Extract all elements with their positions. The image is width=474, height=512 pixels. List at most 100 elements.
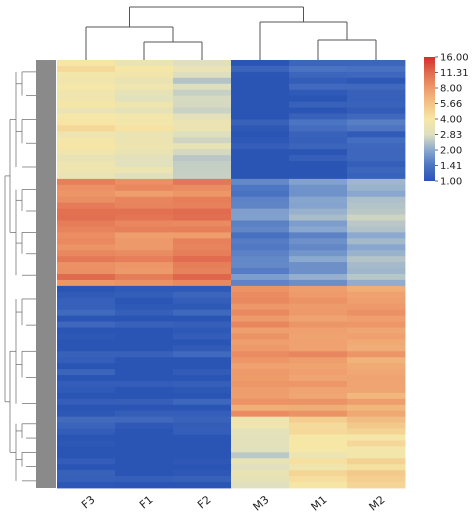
- heatmap-cell: [289, 262, 348, 269]
- heatmap-cell: [289, 196, 348, 204]
- heatmap-cell: [289, 351, 348, 358]
- heatmap-cell: [173, 262, 232, 269]
- heatmap-cell: [173, 71, 232, 79]
- heatmap-cell: [289, 381, 348, 388]
- heatmap-cell: [347, 428, 406, 435]
- heatmap-cell: [289, 452, 348, 459]
- heatmap-cell: [115, 143, 174, 150]
- legend-tick-label: 16.00: [440, 53, 469, 64]
- heatmap-cell: [115, 113, 174, 120]
- heatmap-cell: [173, 333, 232, 340]
- heatmap-cell: [231, 232, 290, 239]
- heatmap-cell: [115, 363, 174, 370]
- heatmap-cell: [57, 107, 116, 114]
- heatmap-cell: [231, 83, 290, 91]
- heatmap-cell: [231, 416, 290, 424]
- heatmap-cell: [289, 333, 348, 340]
- heatmap-cell: [347, 220, 406, 227]
- heatmap-cell: [231, 262, 290, 269]
- heatmap-cell: [289, 250, 348, 257]
- heatmap-cell: [231, 404, 290, 412]
- heatmap-cell: [57, 256, 116, 263]
- heatmap-cell: [115, 416, 174, 424]
- heatmap-cell: [173, 363, 232, 370]
- heatmap-cell: [347, 458, 406, 465]
- heatmap-cell: [57, 357, 116, 364]
- heatmap-cell: [231, 279, 290, 287]
- heatmap-cell: [231, 458, 290, 465]
- heatmap-cell: [173, 113, 232, 120]
- heatmap-cell: [347, 256, 406, 263]
- heatmap-cell: [115, 65, 174, 73]
- heatmap-cell: [289, 178, 348, 186]
- heatmap-cell: [347, 113, 406, 120]
- heatmap-cell: [57, 113, 116, 120]
- heatmap-cell: [57, 238, 116, 245]
- heatmap-cell: [347, 333, 406, 340]
- heatmap-cell: [289, 131, 348, 138]
- heatmap-cell: [173, 107, 232, 114]
- heatmap-cell: [231, 131, 290, 138]
- heatmap-cell: [347, 440, 406, 447]
- heatmap-cell: [115, 440, 174, 447]
- heatmap-cell: [57, 309, 116, 317]
- heatmap-cell: [115, 285, 174, 293]
- heatmap-cell: [231, 107, 290, 114]
- heatmap-cell: [115, 315, 174, 322]
- heatmap-cell: [347, 381, 406, 388]
- heatmap-cell: [289, 65, 348, 73]
- heatmap-cell: [57, 392, 116, 400]
- heatmap-cell: [173, 256, 232, 263]
- heatmap-cell: [57, 363, 116, 370]
- heatmap-cell: [57, 434, 116, 441]
- heatmap-cell: [173, 339, 232, 346]
- heatmap-cell: [289, 458, 348, 465]
- heatmap-cell: [231, 351, 290, 358]
- heatmap-cell: [57, 208, 116, 215]
- heatmap-cell: [173, 410, 232, 418]
- heatmap-cell: [231, 77, 290, 85]
- heatmap-cell: [173, 369, 232, 376]
- heatmap-cell: [115, 470, 174, 477]
- heatmap-cell: [115, 196, 174, 204]
- heatmap-cell: [115, 309, 174, 317]
- heatmap-cell: [347, 351, 406, 358]
- heatmap-cell: [231, 172, 290, 180]
- heatmap-cell: [231, 410, 290, 418]
- heatmap-cell: [347, 101, 406, 108]
- heatmap-cell: [57, 131, 116, 138]
- heatmap-cell: [57, 482, 116, 489]
- heatmap-cell: [289, 137, 348, 144]
- row-dendrogram-leaves: [36, 60, 56, 488]
- heatmap-cell: [57, 333, 116, 340]
- heatmap-cell: [173, 345, 232, 352]
- heatmap-cell: [57, 369, 116, 376]
- heatmap-cell: [115, 351, 174, 358]
- heatmap-cell: [115, 131, 174, 138]
- heatmap-cell: [57, 155, 116, 162]
- heatmap-cell: [289, 422, 348, 429]
- heatmap-cell: [347, 422, 406, 429]
- heatmap-cell: [57, 297, 116, 305]
- heatmap-cell: [115, 386, 174, 394]
- heatmap-cell: [289, 226, 348, 233]
- heatmap-cell: [347, 250, 406, 257]
- heatmap-cell: [115, 345, 174, 352]
- heatmap-cell: [115, 89, 174, 97]
- heatmap-cell: [289, 392, 348, 400]
- color-legend-bar: [424, 57, 435, 181]
- heatmap-cell: [289, 398, 348, 406]
- heatmap-cell: [347, 155, 406, 162]
- heatmap-cell: [57, 321, 116, 328]
- heatmap-cell: [173, 375, 232, 382]
- heatmap-cell: [57, 476, 116, 483]
- heatmap-cell: [57, 279, 116, 287]
- heatmap-cell: [57, 119, 116, 126]
- heatmap-cell: [115, 250, 174, 257]
- heatmap-cell: [115, 202, 174, 210]
- column-label-m3: M3: [251, 493, 272, 512]
- heatmap-cell: [347, 232, 406, 239]
- heatmap-cell: [173, 381, 232, 388]
- heatmap-cell: [231, 440, 290, 447]
- heatmap-cell: [231, 167, 290, 174]
